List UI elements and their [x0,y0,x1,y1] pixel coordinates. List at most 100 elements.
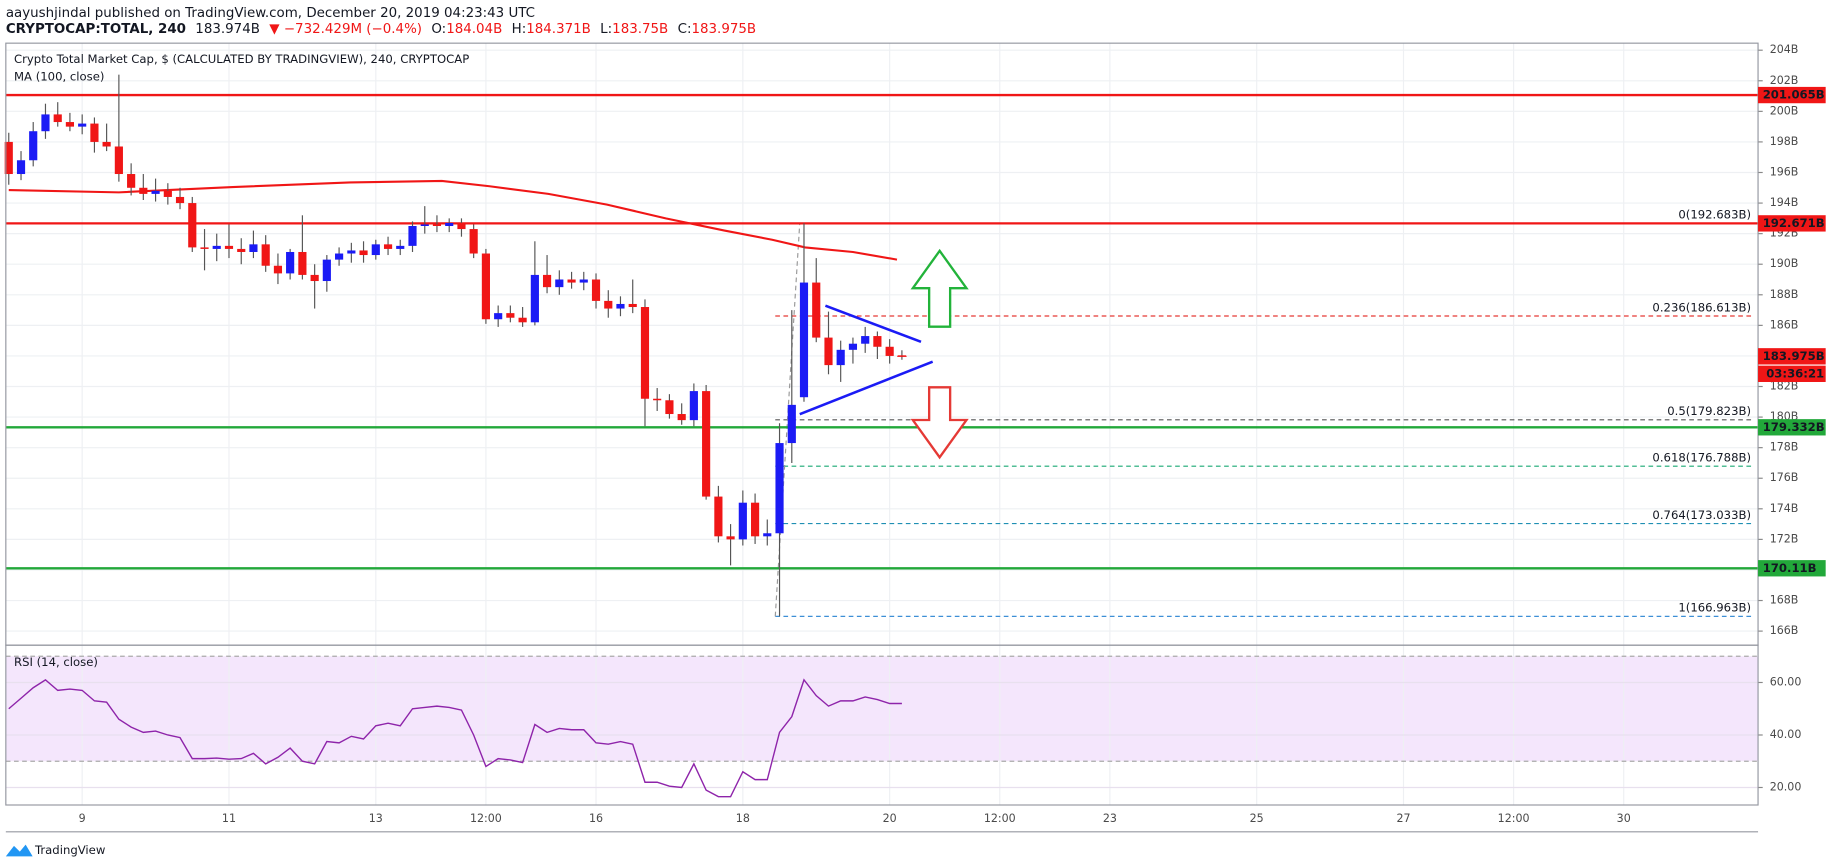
candle-body [640,307,650,399]
y-tick-label: 40.00 [1770,728,1802,741]
ohlc-value: 183.975B [691,22,756,37]
candle-body [249,244,258,252]
y-tick-label: 190B [1770,257,1799,270]
arrow-down [910,386,969,460]
logo-icon [5,844,33,857]
candle-body [200,247,209,249]
level-label: 201.065B [1763,88,1825,102]
countdown: 03:36:21 [1766,366,1824,380]
x-tick-label: 12:00 [984,812,1016,825]
candle-body [102,141,111,147]
ohlc-value: 184.04B [446,22,502,37]
candle-body [41,114,50,132]
candle-body [714,496,723,537]
candle-body [29,131,38,161]
candle-body [653,398,662,401]
arrow-up [910,248,969,328]
candle-body [420,224,429,226]
ohlc-key: C: [678,22,692,37]
candle-body [702,391,711,497]
level-label: 179.332B [1763,420,1825,434]
byline: aayushjindal published on TradingView.co… [6,6,535,21]
y-tick-label: 188B [1770,288,1799,301]
candle-body [726,536,735,540]
candle-body [567,279,576,283]
y-tick-label: 60.00 [1770,675,1802,688]
candle-body [212,245,221,249]
rsi-band [5,656,1759,762]
fib-label: 1(166.963B) [1678,601,1751,615]
candle-body [90,123,99,142]
candle-body [799,282,809,398]
candle-body [689,391,698,421]
candle-body [506,313,515,318]
candle-body [542,274,552,288]
candle-body [310,274,319,282]
candle-body [751,502,760,537]
x-tick-label: 20 [883,812,897,825]
candle-body [824,337,833,366]
candle-body [469,229,478,254]
candle-body [65,122,74,127]
candle-body [812,282,821,338]
triangle-upper [824,304,922,344]
ohlc-value: 183.75B [612,22,668,37]
ma-legend: MA (100, close) [14,69,104,83]
candle-body [396,245,405,249]
rsi-frame [5,644,1759,806]
candle-body [359,250,368,256]
y-tick-label: 178B [1770,441,1799,454]
chart-title: Crypto Total Market Cap, $ (CALCULATED B… [14,52,469,66]
candle-body [114,146,123,175]
y-tick-label: 176B [1770,471,1799,484]
price: 183.974B [195,22,260,37]
candle-body [873,336,882,347]
change: ▼ −732.429M (−0.4%) [269,22,422,37]
level-box [1758,419,1826,436]
x-tick-label: 30 [1617,812,1631,825]
y-tick-label: 182B [1770,380,1799,393]
candle-body [224,245,234,249]
x-tick-label: 13 [369,812,383,825]
y-tick-label: 174B [1770,502,1799,515]
candle-body [335,253,344,260]
ohlc-key: L: [600,22,612,37]
y-tick-label: 202B [1770,74,1799,87]
x-tick-label: 25 [1250,812,1264,825]
fib-label: 0.618(176.788B) [1652,451,1751,465]
candle-body [188,203,197,248]
candle-body [555,279,564,288]
level-box [1758,560,1826,577]
candle-body [481,253,490,320]
y-tick-label: 200B [1770,104,1799,117]
candle-body [4,141,13,175]
candle-body [445,222,454,226]
candle-body [139,187,148,194]
candle-body [677,414,686,421]
fib-label: 0(192.683B) [1678,208,1751,222]
ohlc-key: O: [431,22,446,37]
annotations [799,248,969,460]
y-tick-label: 196B [1770,165,1799,178]
candle-body [836,349,845,366]
x-tick-label: 12:00 [470,812,502,825]
candle-body [579,279,588,283]
rsi-line [8,678,902,798]
candle-body [237,248,246,252]
candle-body [628,303,637,308]
candle-body [383,244,393,249]
y-tick-label: 20.00 [1770,780,1802,793]
x-tick-label: 9 [79,812,86,825]
level-box [1758,86,1826,104]
candle-body [861,336,870,344]
candle-body [848,343,858,350]
y-tick-label: 204B [1770,43,1799,56]
candle-body [78,123,87,127]
candle-body [604,300,613,309]
candle-body [273,265,283,274]
candle-body [175,196,185,204]
candle-body [286,251,295,274]
candle-body [763,533,772,537]
x-tick-label: 18 [736,812,750,825]
